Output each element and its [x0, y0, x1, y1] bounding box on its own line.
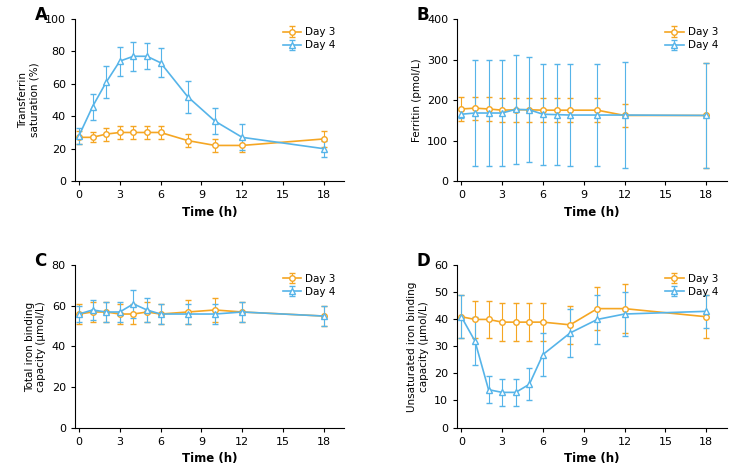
Legend: Day 3, Day 4: Day 3, Day 4: [279, 24, 339, 54]
Y-axis label: Ferritin (pmol/L): Ferritin (pmol/L): [411, 58, 422, 142]
Text: C: C: [34, 252, 46, 270]
X-axis label: Time (h): Time (h): [182, 206, 237, 219]
Y-axis label: Transferrin
saturation (%): Transferrin saturation (%): [18, 63, 39, 137]
Legend: Day 3, Day 4: Day 3, Day 4: [662, 24, 721, 54]
Text: B: B: [417, 6, 429, 24]
X-axis label: Time (h): Time (h): [182, 452, 237, 465]
X-axis label: Time (h): Time (h): [564, 206, 619, 219]
X-axis label: Time (h): Time (h): [564, 452, 619, 465]
Text: A: A: [34, 6, 47, 24]
Y-axis label: Unsaturated iron binding
capacity (μmol/L): Unsaturated iron binding capacity (μmol/…: [407, 281, 428, 412]
Legend: Day 3, Day 4: Day 3, Day 4: [279, 271, 339, 300]
Legend: Day 3, Day 4: Day 3, Day 4: [662, 271, 721, 300]
Text: D: D: [417, 252, 431, 270]
Y-axis label: Total iron binding
capacity (μmol/L): Total iron binding capacity (μmol/L): [25, 301, 46, 392]
